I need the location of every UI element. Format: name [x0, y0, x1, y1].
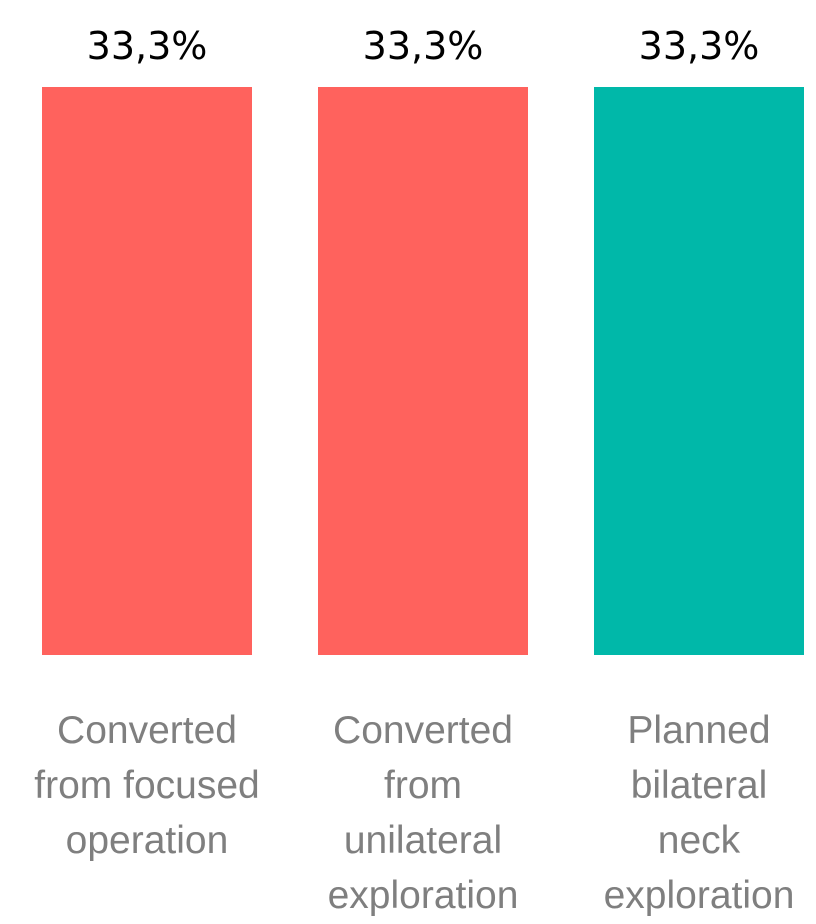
bar-1: [42, 87, 252, 655]
category-label-line: exploration: [328, 874, 519, 917]
category-label-line: Converted: [57, 709, 237, 752]
category-label-line: from: [384, 764, 462, 807]
category-label-1: Converted from focused operation: [34, 709, 259, 862]
category-label-line: exploration: [604, 874, 795, 917]
category-label-line: Converted: [333, 709, 513, 752]
bar-2: [318, 87, 528, 655]
category-label-3: Planned bilateral neck exploration: [604, 709, 795, 917]
data-label-2: 33,3%: [363, 24, 484, 68]
data-label-1: 33,3%: [87, 24, 208, 68]
category-label-line: unilateral: [344, 819, 502, 862]
category-label-line: neck: [658, 819, 741, 862]
category-label-line: operation: [66, 819, 229, 862]
category-label-line: bilateral: [631, 764, 768, 807]
category-label-line: Planned: [627, 709, 770, 752]
category-label-line: from focused: [34, 764, 259, 807]
category-label-2: Converted from unilateral exploration: [328, 709, 519, 917]
bar-3: [594, 87, 804, 655]
data-label-3: 33,3%: [639, 24, 760, 68]
